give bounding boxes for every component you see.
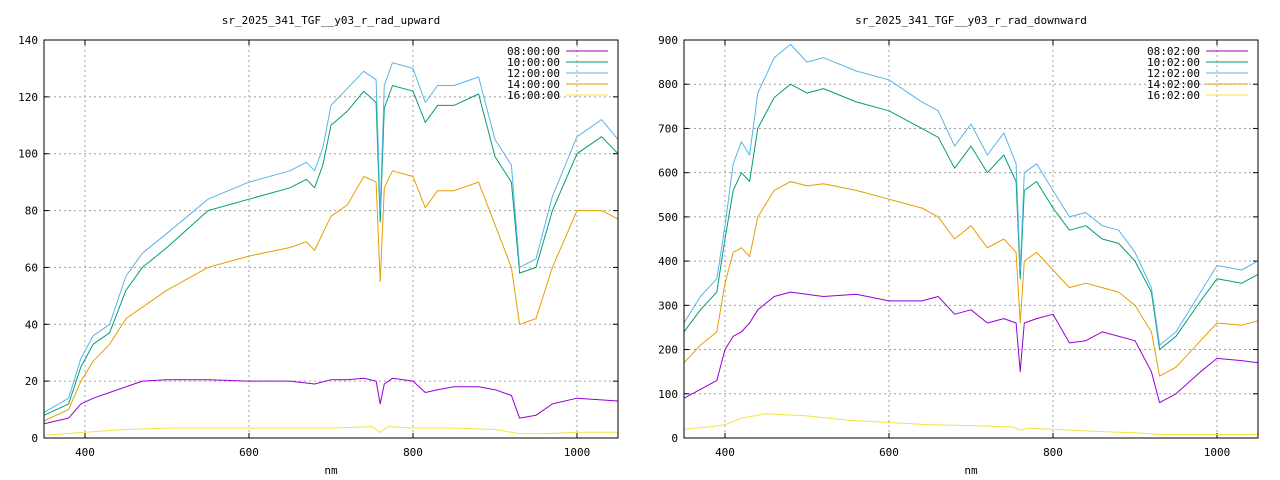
x-tick-label: 800: [403, 446, 423, 459]
grid: [684, 40, 1258, 438]
legend-label: 14:02:00: [1147, 78, 1200, 91]
y-tick-label: 0: [31, 432, 38, 445]
legend-label: 12:00:00: [507, 67, 560, 80]
legend-label: 08:02:00: [1147, 45, 1200, 58]
downward-radiance-chart: sr_2025_341_TGF__y03_r_rad_downward 400 6…: [658, 14, 1259, 477]
y-tick-label: 40: [25, 318, 38, 331]
legend-label: 16:00:00: [507, 89, 560, 102]
series-line-0: [44, 377, 618, 425]
legend-label: 10:00:00: [507, 56, 560, 69]
chart-title: sr_2025_341_TGF__y03_r_rad_upward: [222, 14, 441, 27]
x-axis-label: nm: [964, 464, 978, 477]
plot-frame: [683, 39, 1259, 439]
x-tick-label: 1000: [1204, 446, 1231, 459]
y-tick-label: 140: [18, 34, 38, 47]
series-line-3: [44, 170, 618, 422]
plot-frame: [43, 39, 619, 439]
y-tick-label: 500: [658, 211, 678, 224]
y-tick-label: 900: [658, 34, 678, 47]
y-tick-label: 120: [18, 91, 38, 104]
legend-label: 10:02:00: [1147, 56, 1200, 69]
legend-label: 12:02:00: [1147, 67, 1200, 80]
y-tick-label: 400: [658, 255, 678, 268]
x-tick-label: 400: [715, 446, 735, 459]
y-tick-label: 800: [658, 78, 678, 91]
y-tick-label: 20: [25, 375, 38, 388]
plot-area: [684, 43, 1258, 435]
axes: 400 600 800 1000 0 100 200 300 400 500 600 700 800 90…: [658, 34, 1258, 459]
series-line-3: [684, 181, 1258, 377]
x-tick-label: 400: [75, 446, 95, 459]
upward-radiance-chart: sr_2025_341_TGF__y03_r_rad_upward 400 600…: [18, 14, 619, 477]
x-tick-label: 800: [1043, 446, 1063, 459]
y-tick-label: 700: [658, 122, 678, 135]
legend-label: 14:00:00: [507, 78, 560, 91]
x-axis-label: nm: [324, 464, 338, 477]
y-tick-label: 80: [25, 205, 38, 218]
x-tick-label: 1000: [564, 446, 591, 459]
legend-label: 16:02:00: [1147, 89, 1200, 102]
series-line-0: [684, 291, 1258, 404]
y-tick-label: 600: [658, 167, 678, 180]
y-tick-label: 0: [671, 432, 678, 445]
y-tick-label: 100: [18, 148, 38, 161]
chart-title: sr_2025_341_TGF__y03_r_rad_downward: [855, 14, 1087, 27]
y-tick-label: 300: [658, 299, 678, 312]
legend-label: 08:00:00: [507, 45, 560, 58]
y-tick-label: 100: [658, 388, 678, 401]
series-line-1: [684, 83, 1258, 351]
series-line-1: [44, 85, 618, 416]
series-line-4: [44, 426, 618, 436]
series-line-2: [44, 62, 618, 413]
y-tick-label: 60: [25, 261, 38, 274]
grid: [44, 40, 618, 438]
x-tick-label: 600: [239, 446, 259, 459]
plot-area: [44, 62, 618, 436]
series-line-2: [684, 43, 1258, 346]
y-tick-label: 200: [658, 344, 678, 357]
series-line-4: [684, 413, 1258, 435]
x-tick-label: 600: [879, 446, 899, 459]
